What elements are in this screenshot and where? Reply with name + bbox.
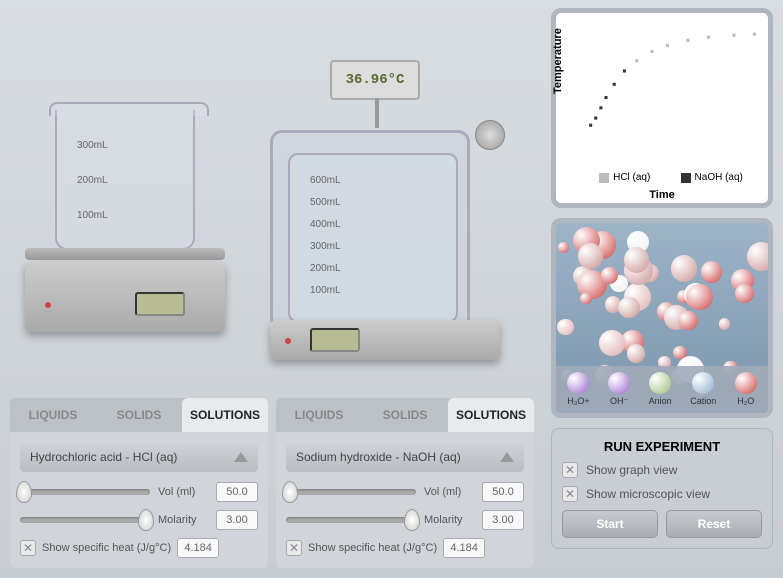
tab-solutions[interactable]: SOLUTIONS	[182, 398, 268, 432]
volume-input[interactable]	[482, 482, 524, 502]
show-graph-label: Show graph view	[586, 463, 677, 477]
legend-item: NaOH (aq)	[681, 172, 743, 183]
molarity-input[interactable]	[216, 510, 258, 530]
specific-heat-value[interactable]	[177, 538, 219, 558]
show-microscopic-checkbox[interactable]: ✕	[562, 486, 578, 502]
chemical-name: Hydrochloric acid - HCl (aq)	[30, 450, 177, 464]
chemical-dropdown[interactable]: Hydrochloric acid - HCl (aq)	[20, 442, 258, 472]
show-microscopic-label: Show microscopic view	[586, 487, 710, 501]
run-title: RUN EXPERIMENT	[562, 439, 762, 454]
tab-solutions[interactable]: SOLUTIONS	[448, 398, 534, 432]
specific-heat-value[interactable]	[443, 538, 485, 558]
stirrer-knob-icon	[475, 120, 505, 150]
graduation-mark: 300mL	[310, 241, 341, 252]
volume-label: Vol (ml)	[158, 486, 208, 498]
specific-heat-label: Show specific heat (J/g°C)	[308, 542, 437, 554]
graph-plot-area	[584, 23, 758, 163]
specific-heat-checkbox[interactable]: ✕	[286, 540, 302, 556]
molarity-label: Molarity	[424, 514, 474, 526]
tab-liquids[interactable]: LIQUIDS	[276, 398, 362, 432]
left-beaker: 300mL 200mL 100mL	[55, 110, 195, 270]
tab-solids[interactable]: SOLIDS	[96, 398, 182, 432]
graduation-mark: 600mL	[310, 175, 341, 186]
temperature-graph: Temperature HCl (aq) NaOH (aq) Time	[551, 8, 773, 208]
tab-liquids[interactable]: LIQUIDS	[10, 398, 96, 432]
calorimeter-base-display	[310, 328, 360, 352]
graph-x-axis-label: Time	[649, 189, 674, 201]
graduation-mark: 400mL	[310, 219, 341, 230]
graduation-mark: 200mL	[77, 175, 108, 186]
run-experiment-panel: RUN EXPERIMENT ✕ Show graph view ✕ Show …	[551, 428, 773, 549]
chevron-up-icon	[234, 452, 248, 462]
molecule-type-label: H₃O+	[567, 372, 589, 407]
chemical-dropdown[interactable]: Sodium hydroxide - NaOH (aq)	[286, 442, 524, 472]
chemical-name: Sodium hydroxide - NaOH (aq)	[296, 450, 461, 464]
legend-item: HCl (aq)	[599, 172, 650, 183]
volume-input[interactable]	[216, 482, 258, 502]
scale-display	[135, 292, 185, 316]
calorimeter: 36.96°C 600mL 500mL 400mL 300mL 200mL 10…	[270, 70, 500, 360]
volume-slider[interactable]	[20, 489, 150, 495]
start-button[interactable]: Start	[562, 510, 658, 538]
reset-button[interactable]: Reset	[666, 510, 762, 538]
temperature-display: 36.96°C	[330, 60, 420, 100]
calorimeter-led-icon	[285, 338, 291, 344]
chevron-up-icon	[500, 452, 514, 462]
volume-slider[interactable]	[286, 489, 416, 495]
specific-heat-label: Show specific heat (J/g°C)	[42, 542, 171, 554]
specific-heat-checkbox[interactable]: ✕	[20, 540, 36, 556]
graduation-mark: 200mL	[310, 263, 341, 274]
balance-scale	[25, 248, 225, 348]
graduation-mark: 500mL	[310, 197, 341, 208]
graduation-mark: 300mL	[77, 140, 108, 151]
show-graph-checkbox[interactable]: ✕	[562, 462, 578, 478]
scale-led-icon	[45, 302, 51, 308]
molecule-type-label: OH⁻	[608, 372, 630, 407]
lab-apparatus-area: 300mL 200mL 100mL 36.96°C 600mL 5	[0, 0, 551, 578]
tab-solids[interactable]: SOLIDS	[362, 398, 448, 432]
molarity-slider[interactable]	[20, 517, 150, 523]
graduation-mark: 100mL	[310, 285, 341, 296]
molecule-type-label: Anion	[649, 372, 672, 407]
volume-label: Vol (ml)	[424, 486, 474, 498]
molarity-input[interactable]	[482, 510, 524, 530]
molecule-type-label: H₂O	[735, 372, 757, 407]
molecule-type-label: Cation	[690, 372, 716, 407]
right-solution-panel: LIQUIDS SOLIDS SOLUTIONS Sodium hydroxid…	[276, 398, 534, 568]
graph-y-axis-label: Temperature	[552, 28, 564, 94]
molarity-label: Molarity	[158, 514, 208, 526]
left-solution-panel: LIQUIDS SOLIDS SOLUTIONS Hydrochloric ac…	[10, 398, 268, 568]
microscopic-view: H₃O+ OH⁻ Anion Cation H₂O	[551, 218, 773, 418]
graduation-mark: 100mL	[77, 210, 108, 221]
molarity-slider[interactable]	[286, 517, 416, 523]
